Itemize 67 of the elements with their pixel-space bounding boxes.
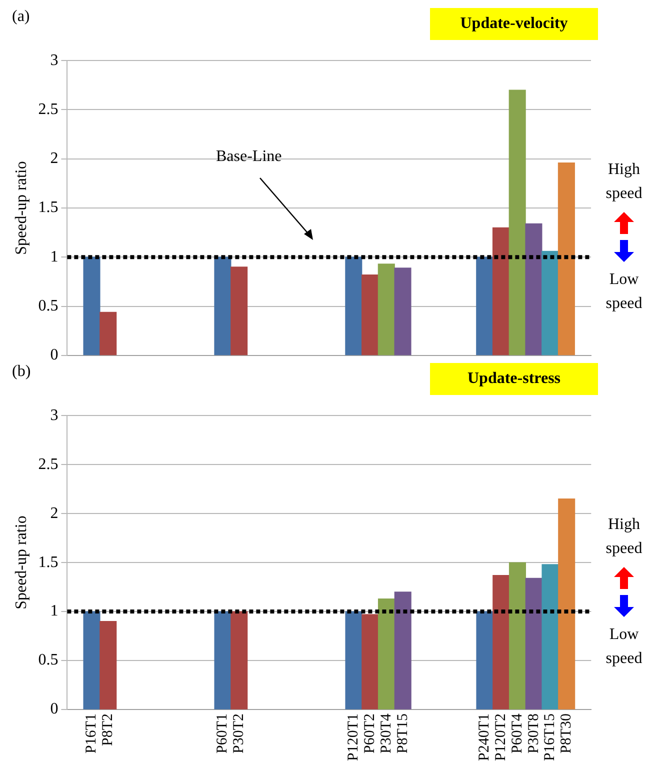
chart-title: Update-stress (430, 363, 598, 395)
x-tick-label: P60T1 (214, 713, 231, 754)
x-tick-label: P60T2 (362, 713, 378, 754)
x-tick-label: P30T2 (231, 713, 248, 754)
text: (a) (12, 8, 30, 26)
y-tick-label: 3 (50, 52, 58, 69)
y-tick-label: 2.5 (38, 100, 58, 118)
bar (378, 264, 395, 356)
text: High speed (604, 515, 644, 559)
x-tick-label: P120T2 (493, 713, 510, 762)
y-tick-label: 2 (50, 150, 58, 168)
x-tick-label: P16T15 (542, 713, 558, 762)
bar (100, 312, 117, 356)
bar (362, 614, 379, 710)
y-tick-label: 0.5 (38, 652, 58, 669)
y-tick-label: 0 (50, 346, 58, 364)
x-tick-label: P240T1 (476, 713, 493, 762)
text: Low speed (604, 625, 644, 669)
bar (492, 227, 510, 356)
bar (345, 256, 362, 356)
y-tick-label: 3 (50, 406, 58, 424)
y-tick-label: 1 (50, 248, 58, 266)
bar (230, 611, 248, 710)
y-tick-label: 0 (50, 700, 58, 718)
bar (100, 620, 117, 710)
text: Low speed (604, 270, 644, 314)
bar (542, 250, 559, 356)
y-tick-label: 1.5 (38, 199, 58, 216)
x-tick-label: P8T15 (394, 713, 411, 754)
x-tick-label: P16T1 (84, 713, 100, 754)
bar (394, 592, 412, 710)
bar (542, 564, 559, 710)
bar (508, 562, 526, 710)
y-tick-label: 0.5 (38, 297, 58, 314)
text: High speed (604, 160, 644, 204)
y-axis-title: Speed-up ratio (12, 161, 30, 255)
bar (525, 223, 542, 356)
x-tick-label: P30T4 (378, 713, 394, 754)
bar (492, 574, 510, 710)
bar (525, 578, 542, 710)
bar (230, 266, 248, 356)
bar (378, 598, 395, 710)
bar (558, 498, 576, 710)
bar (394, 268, 412, 356)
text: (b) (12, 363, 31, 381)
bar (362, 274, 379, 356)
bar (508, 90, 526, 356)
bar (83, 256, 100, 356)
y-tick-label: 2 (50, 504, 58, 522)
bar (345, 611, 362, 710)
x-tick-label: P60T4 (509, 713, 526, 754)
chart-title: Update-velocity (430, 8, 598, 40)
bar (83, 611, 100, 710)
annotation: Base-Line (216, 148, 282, 166)
bar (476, 256, 494, 356)
x-tick-label: P8T30 (558, 713, 575, 754)
bar (214, 611, 232, 710)
y-tick-label: 1.5 (38, 554, 58, 571)
y-tick-label: 2.5 (38, 456, 58, 473)
bar (558, 162, 575, 356)
x-tick-label: P30T8 (526, 713, 542, 754)
bar (476, 611, 494, 710)
y-axis-title: Speed-up ratio (12, 516, 30, 610)
bar (214, 256, 232, 356)
y-tick-label: 1 (50, 602, 58, 620)
x-tick-label: P8T2 (100, 713, 116, 746)
x-tick-label: P120T1 (346, 713, 362, 762)
